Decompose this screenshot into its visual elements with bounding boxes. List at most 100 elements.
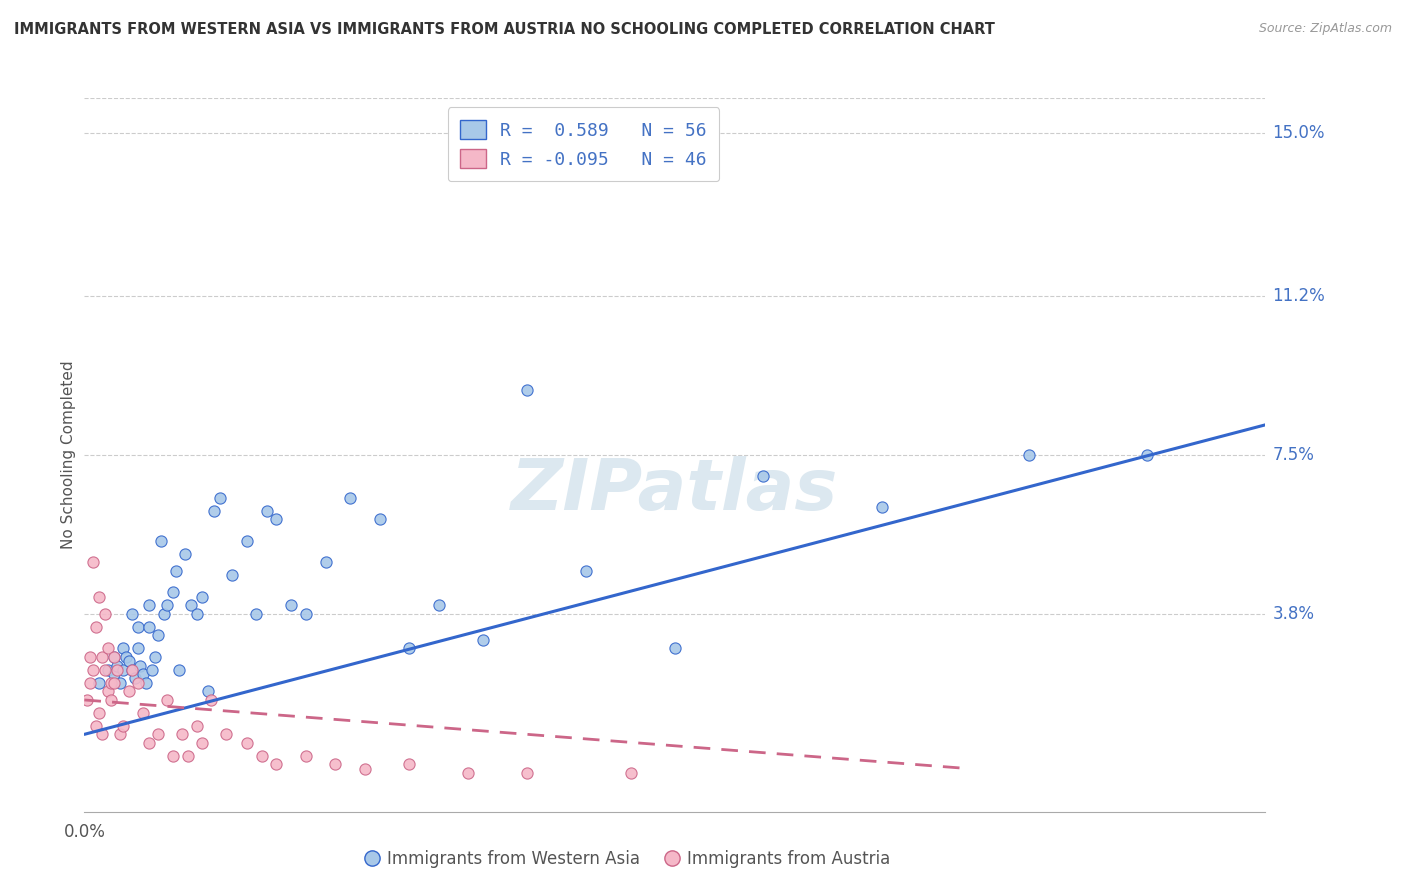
Point — [173, 547, 195, 561]
Point — [100, 675, 122, 690]
Point — [295, 607, 318, 621]
Text: 0.0%: 0.0% — [63, 823, 105, 841]
Point — [156, 693, 179, 707]
Point — [664, 641, 686, 656]
Point — [91, 650, 114, 665]
Point — [153, 607, 176, 621]
Point — [235, 533, 259, 548]
Point — [215, 727, 238, 741]
Point — [121, 663, 143, 677]
Point — [202, 504, 225, 518]
Point — [97, 684, 120, 698]
Point — [315, 555, 337, 569]
Point — [516, 384, 538, 398]
Point — [167, 663, 190, 677]
Point — [209, 491, 232, 505]
Point — [280, 599, 302, 613]
Point — [118, 654, 141, 668]
Point — [84, 719, 107, 733]
Text: IMMIGRANTS FROM WESTERN ASIA VS IMMIGRANTS FROM AUSTRIA NO SCHOOLING COMPLETED C: IMMIGRANTS FROM WESTERN ASIA VS IMMIGRAN… — [14, 22, 995, 37]
Point — [398, 641, 420, 656]
Point — [105, 658, 128, 673]
Point — [264, 757, 288, 772]
Point — [457, 766, 479, 780]
Point — [91, 727, 114, 741]
Point — [197, 684, 219, 698]
Point — [84, 620, 107, 634]
Point — [221, 568, 243, 582]
Point — [132, 706, 155, 720]
Point — [235, 736, 259, 750]
Point — [186, 607, 208, 621]
Point — [354, 762, 377, 776]
Point — [135, 675, 157, 690]
Point — [150, 533, 173, 548]
Point — [87, 590, 111, 604]
Point — [127, 641, 149, 656]
Point — [245, 607, 267, 621]
Point — [138, 620, 160, 634]
Point — [82, 663, 104, 677]
Point — [87, 675, 111, 690]
Point — [94, 607, 117, 621]
Point — [118, 684, 141, 698]
Point — [148, 628, 170, 642]
Point — [264, 512, 288, 526]
Point — [111, 663, 134, 677]
Point — [127, 675, 149, 690]
Point — [121, 607, 143, 621]
Point — [97, 641, 120, 656]
Point — [108, 675, 131, 690]
Point — [108, 727, 131, 741]
Point — [1018, 448, 1040, 462]
Point — [132, 667, 155, 681]
Y-axis label: No Schooling Completed: No Schooling Completed — [60, 360, 76, 549]
Legend: Immigrants from Western Asia, Immigrants from Austria: Immigrants from Western Asia, Immigrants… — [359, 844, 897, 875]
Text: 11.2%: 11.2% — [1272, 287, 1326, 305]
Point — [138, 599, 160, 613]
Point — [156, 599, 179, 613]
Point — [82, 555, 104, 569]
Point — [516, 766, 538, 780]
Point — [100, 693, 122, 707]
Point — [162, 585, 184, 599]
Point — [191, 736, 214, 750]
Point — [398, 757, 420, 772]
Point — [295, 748, 318, 763]
Point — [472, 632, 495, 647]
Point — [575, 564, 598, 578]
Point — [256, 504, 278, 518]
Point — [103, 675, 125, 690]
Point — [427, 599, 450, 613]
Point — [141, 663, 163, 677]
Point — [114, 650, 136, 665]
Point — [124, 672, 146, 686]
Point — [148, 727, 170, 741]
Point — [177, 748, 200, 763]
Point — [76, 693, 98, 707]
Text: 15.0%: 15.0% — [1272, 123, 1324, 142]
Point — [170, 727, 193, 741]
Point — [103, 650, 125, 665]
Point — [143, 650, 166, 665]
Point — [97, 663, 120, 677]
Point — [111, 719, 134, 733]
Point — [103, 650, 125, 665]
Point — [752, 469, 775, 483]
Text: ZIPatlas: ZIPatlas — [512, 456, 838, 525]
Point — [138, 736, 160, 750]
Point — [103, 667, 125, 681]
Point — [180, 599, 202, 613]
Point — [1136, 448, 1159, 462]
Point — [870, 500, 893, 514]
Point — [191, 590, 214, 604]
Text: Source: ZipAtlas.com: Source: ZipAtlas.com — [1258, 22, 1392, 36]
Point — [339, 491, 361, 505]
Point — [165, 564, 187, 578]
Point — [127, 620, 149, 634]
Point — [87, 706, 111, 720]
Point — [323, 757, 347, 772]
Point — [105, 663, 128, 677]
Point — [250, 748, 273, 763]
Point — [162, 748, 184, 763]
